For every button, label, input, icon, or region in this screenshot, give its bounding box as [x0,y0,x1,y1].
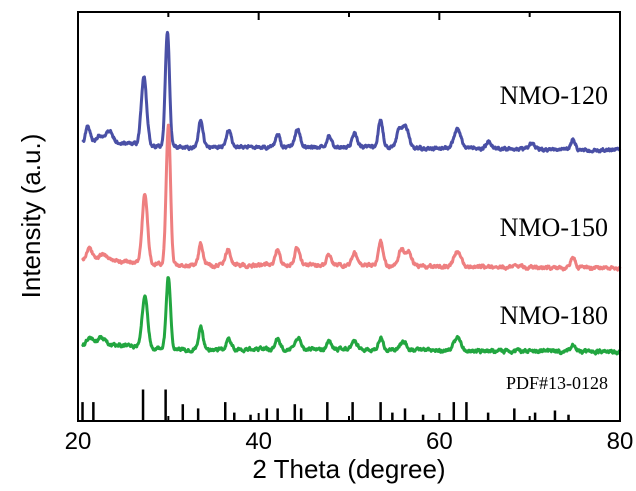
series-line-nmo-180 [81,276,622,356]
series-labels: NMO-120 NMO-150 NMO-180 PDF#13-0128 [500,81,608,393]
x-tick-label: 40 [245,428,272,455]
x-ticks: 20 40 60 80 [65,12,634,455]
x-tick-label: 20 [65,428,92,455]
x-tick-label: 60 [426,428,453,455]
y-axis-label: Intensity (a.u.) [16,134,46,299]
x-tick-label: 80 [607,428,634,455]
plot-area [81,30,622,421]
series-label-nmo-120: NMO-120 [500,81,608,110]
reference-label: PDF#13-0128 [506,373,608,393]
series-label-nmo-150: NMO-150 [500,213,608,242]
series-label-nmo-180: NMO-180 [500,301,608,330]
x-axis-label: 2 Theta (degree) [252,454,445,484]
series-line-nmo-150 [81,123,622,272]
series-line-nmo-120 [81,30,622,154]
